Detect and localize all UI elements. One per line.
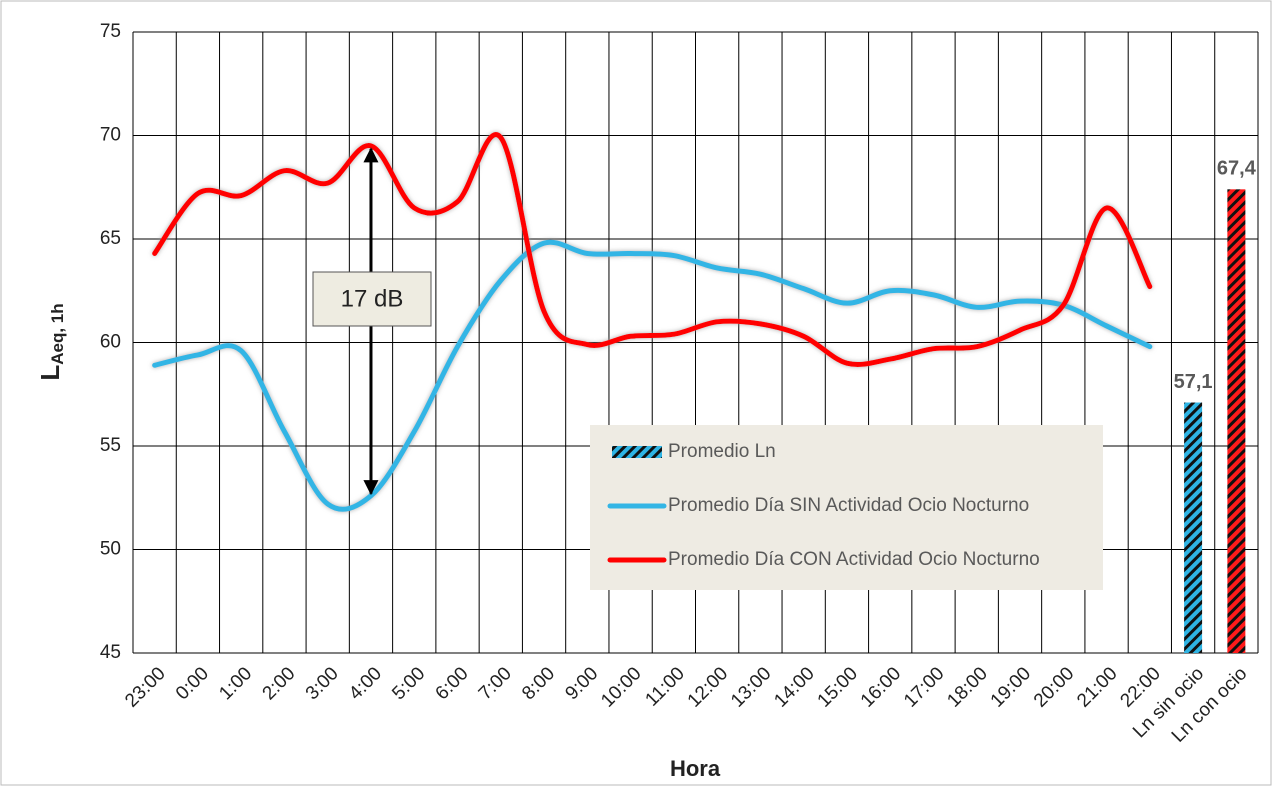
y-axis-title-main: L: [35, 365, 65, 381]
x-tick-label: 19:00: [987, 663, 1035, 711]
x-tick-label: 4:00: [345, 663, 386, 704]
y-tick-label: 55: [100, 435, 121, 456]
x-tick-label: 21:00: [1073, 663, 1121, 711]
y-tick-label: 60: [100, 332, 121, 353]
x-tick-label: 7:00: [475, 663, 516, 704]
annotation-text: 17 dB: [341, 285, 404, 312]
legend-label: Promedio Día CON Actividad Ocio Nocturno: [668, 549, 1040, 570]
x-tick-label: 6:00: [432, 663, 473, 704]
annotation-box: [312, 271, 432, 327]
bar: [1227, 189, 1246, 653]
x-tick-label: 10:00: [597, 663, 645, 711]
x-tick-label: 0:00: [172, 663, 213, 704]
x-tick-label: 20:00: [1030, 663, 1078, 711]
value-label: 57,1: [1174, 371, 1213, 393]
x-tick-label: 9:00: [561, 663, 602, 704]
x-tick-label: 1:00: [215, 663, 256, 704]
line: [152, 132, 1153, 367]
legend-label: Promedio Día SIN Actividad Ocio Nocturno: [668, 495, 1029, 516]
x-tick-label: 17:00: [900, 663, 948, 711]
y-tick-label: 65: [100, 228, 121, 249]
x-tick-label: 2:00: [259, 663, 300, 704]
x-tick-label: 11:00: [641, 663, 688, 710]
bar: [1184, 402, 1203, 653]
x-tick-label: 16:00: [857, 663, 905, 711]
x-tick-label: 14:00: [770, 663, 818, 711]
y-tick-label: 50: [100, 539, 121, 560]
legend-swatch: [612, 446, 662, 458]
legend-box: [590, 425, 1103, 590]
x-tick-label: 12:00: [684, 663, 732, 711]
legend-label: Promedio Ln: [668, 441, 776, 462]
x-tick-label: 5:00: [388, 663, 429, 704]
y-tick-label: 75: [100, 21, 121, 42]
y-axis-title-sub: Aeq, 1h: [48, 303, 67, 364]
x-tick-label: 8:00: [518, 663, 559, 704]
x-tick-label: 23:00: [121, 663, 169, 711]
x-tick-label: 3:00: [302, 663, 343, 704]
line: [152, 239, 1153, 512]
value-label: 67,4: [1217, 158, 1257, 180]
y-tick-label: 70: [100, 125, 121, 146]
x-tick-label: 18:00: [943, 663, 991, 711]
x-tick-label: 13:00: [727, 663, 775, 711]
y-tick-label: 45: [100, 642, 121, 663]
x-axis-title: Hora: [670, 756, 721, 781]
y-axis-title: LAeq, 1h: [35, 303, 68, 380]
x-tick-label: 15:00: [814, 663, 862, 711]
